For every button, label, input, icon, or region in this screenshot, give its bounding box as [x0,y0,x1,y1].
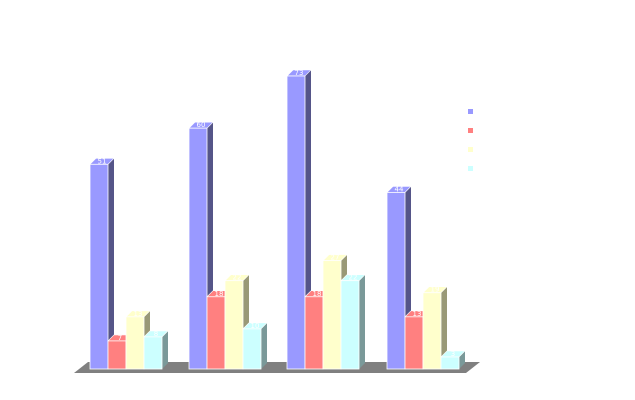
value-labels-group: 51 7 13 8 60 18 22 10 73 18 27 22 44 13 19 3 [98,69,456,358]
bars-group [89,69,466,370]
bar-front-face [143,336,163,370]
bar-side-face [162,330,168,369]
bar-side-face [261,322,267,369]
bar-value-label-3-1: 73 [295,69,304,77]
bar-value-label-3-2: 18 [313,290,322,298]
bar-value-label-4-2: 13 [413,310,422,318]
bar-2-4 [242,322,268,370]
bar-value-label-1-1: 51 [98,157,107,165]
bar-side-face [441,286,447,369]
legend-marker-4 [468,166,473,171]
bar-value-label-1-4: 8 [154,330,158,338]
bar-front-face [340,280,360,370]
bar-front-face [224,280,244,370]
bar-front-face [107,340,127,370]
bar-value-label-2-1: 60 [197,121,206,129]
chart-floor [74,362,480,373]
legend-marker-1 [468,109,473,114]
bar-value-label-4-1: 44 [395,185,404,193]
bar-value-label-4-4: 3 [451,350,455,358]
bar-value-label-2-4: 10 [251,322,260,330]
bar-value-label-3-3: 27 [331,254,340,262]
bar-front-face [125,316,145,370]
bar-value-label-4-3: 19 [431,286,440,294]
chart-floor-plane [74,362,480,373]
bar-2-3 [224,274,250,370]
bar-front-face [440,356,460,370]
bar-front-face [422,292,442,370]
bar-value-label-3-4: 22 [349,274,358,282]
bar-front-face [386,191,406,370]
bar-front-face [304,296,324,370]
legend-marker-2 [468,128,473,133]
bar-value-label-2-3: 22 [233,274,242,282]
bar-side-face [108,158,114,369]
bar-side-face [359,274,365,369]
bar-front-face [322,260,342,370]
bar-front-face [188,127,208,370]
bar-4-4 [440,350,466,370]
bar-value-label-1-2: 7 [118,334,122,342]
legend [468,109,473,171]
bar-front-face [242,328,262,370]
bar-value-label-1-3: 13 [134,310,143,318]
bar-front-face [404,316,424,370]
legend-marker-3 [468,147,473,152]
bar-3-4 [340,274,366,370]
bar-front-face [286,75,306,370]
bar-front-face [89,163,109,370]
bar-1-1 [89,157,115,370]
bar-4-3 [422,286,448,370]
bar-value-label-2-2: 18 [215,290,224,298]
bar-1-4 [143,330,169,370]
bar-front-face [206,296,226,370]
